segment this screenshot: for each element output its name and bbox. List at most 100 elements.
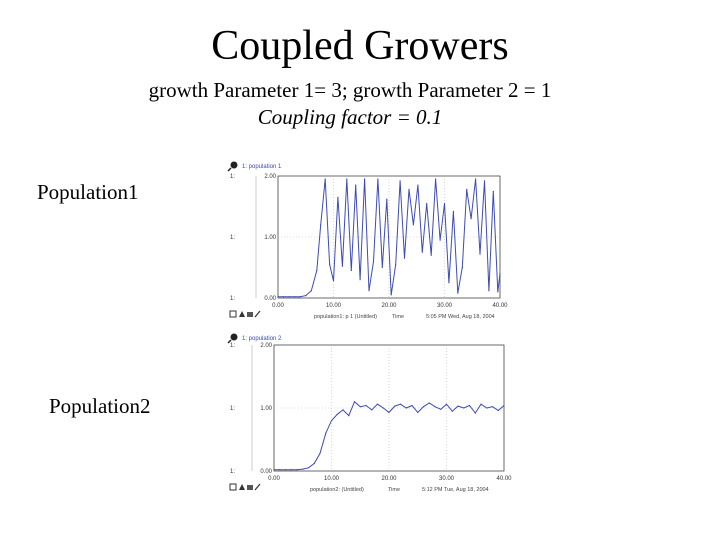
data-point [284, 469, 287, 471]
data-point [371, 409, 373, 411]
data-point [353, 401, 356, 403]
data-point [377, 178, 379, 180]
data-point [294, 296, 296, 298]
data-point [461, 266, 463, 269]
data-point [488, 290, 490, 292]
data-point [365, 404, 367, 407]
population1-plot-svg: 1: population 1 0.00 10.00 20.00 30.00 40.00 0… [227, 161, 508, 320]
data-point [336, 413, 338, 415]
data-point [486, 407, 488, 409]
y-tick-label: 0.00 [264, 296, 276, 302]
x-axis-label: Time [392, 314, 404, 320]
y-tick-label: 1.00 [260, 406, 272, 412]
population1-chart: 1: population 1 0.00 10.00 20.00 30.00 40.00 0… [222, 156, 512, 331]
x-axis-label: Time [388, 487, 400, 493]
x-tick-label: 30.00 [439, 476, 455, 482]
data-point [421, 251, 423, 253]
data-point [302, 468, 304, 470]
data-point [457, 405, 459, 407]
data-point [403, 257, 406, 259]
y-tick-label: 2.00 [260, 343, 272, 349]
coupling-factor-subtitle: Coupling factor = 0.1 [257, 105, 443, 129]
data-point [382, 407, 384, 409]
y-series-mark: 1: [230, 235, 235, 241]
data-point [497, 291, 499, 293]
chart-footer-left: population1: p 1 (Untitled) [314, 314, 377, 320]
x-tick-label: 10.00 [324, 476, 340, 482]
pencil-icon [254, 483, 261, 491]
data-point [445, 403, 448, 405]
data-point [499, 273, 501, 275]
data-point [428, 402, 430, 404]
data-point [310, 290, 312, 292]
data-point [426, 202, 428, 205]
data-point [288, 296, 290, 298]
data-point [330, 420, 333, 422]
page-icon [229, 310, 237, 318]
y-tick-label: 0.00 [260, 469, 272, 475]
data-point [399, 403, 402, 405]
x-tick-label: 0.00 [272, 303, 284, 309]
data-point [434, 406, 436, 408]
printer-icon [247, 485, 253, 490]
population2-chart: 1: population 2 0.00 10.00 20.00 30.00 40.00 0… [222, 328, 512, 505]
data-point [359, 406, 361, 408]
data-point [282, 296, 285, 298]
data-point [435, 178, 437, 180]
data-point [479, 253, 481, 255]
data-point [346, 178, 348, 180]
data-point [463, 407, 465, 409]
data-point [273, 469, 275, 471]
data-point [342, 409, 344, 411]
lock-icon [239, 484, 245, 490]
lock-icon [239, 311, 245, 317]
data-point [412, 224, 414, 226]
y-series-mark: 1: [230, 469, 235, 475]
data-point [290, 469, 292, 471]
page-icon [229, 483, 237, 491]
data-point [468, 404, 471, 407]
x-tick-label: 40.00 [496, 476, 512, 482]
y-series-mark: 1: [230, 343, 235, 349]
data-point [492, 190, 494, 192]
data-point [503, 404, 505, 407]
data-point [451, 410, 453, 412]
magnifier-handle-icon [227, 167, 232, 172]
x-tick-label: 20.00 [381, 476, 397, 482]
data-point [474, 412, 476, 414]
data-point [313, 462, 315, 464]
data-point [386, 198, 388, 200]
chart-footer-left: population2: (Untitled) [310, 487, 364, 493]
data-point [411, 404, 413, 407]
data-point [350, 269, 352, 272]
data-point [296, 469, 298, 471]
data-point [417, 184, 419, 186]
data-point [408, 188, 410, 190]
data-point [395, 263, 397, 265]
chart-footer-right: 5:05 PM Wed, Aug 18, 2004 [426, 314, 495, 320]
series-line [278, 178, 501, 298]
magnifier-handle-icon [227, 339, 232, 344]
x-tick-label: 20.00 [381, 303, 397, 309]
printer-icon [247, 312, 253, 317]
magnifier-icon [230, 161, 238, 169]
x-tick-label: 10.00 [326, 303, 342, 309]
data-point [341, 265, 343, 267]
y-series-mark: 1: [230, 406, 235, 412]
data-point [483, 180, 486, 182]
data-point [348, 415, 350, 417]
data-point [320, 224, 322, 226]
data-point [475, 178, 477, 180]
x-tick-label: 0.00 [268, 476, 280, 482]
data-point [497, 409, 499, 412]
data-point [299, 296, 301, 298]
y-tick-label: 2.00 [264, 174, 276, 180]
data-point [417, 411, 419, 413]
data-point [355, 184, 357, 186]
data-point [457, 292, 459, 294]
y-series-mark: 1: [230, 296, 235, 302]
data-point [452, 210, 454, 212]
data-point [399, 180, 401, 182]
data-point [325, 432, 327, 434]
data-point [448, 282, 450, 284]
